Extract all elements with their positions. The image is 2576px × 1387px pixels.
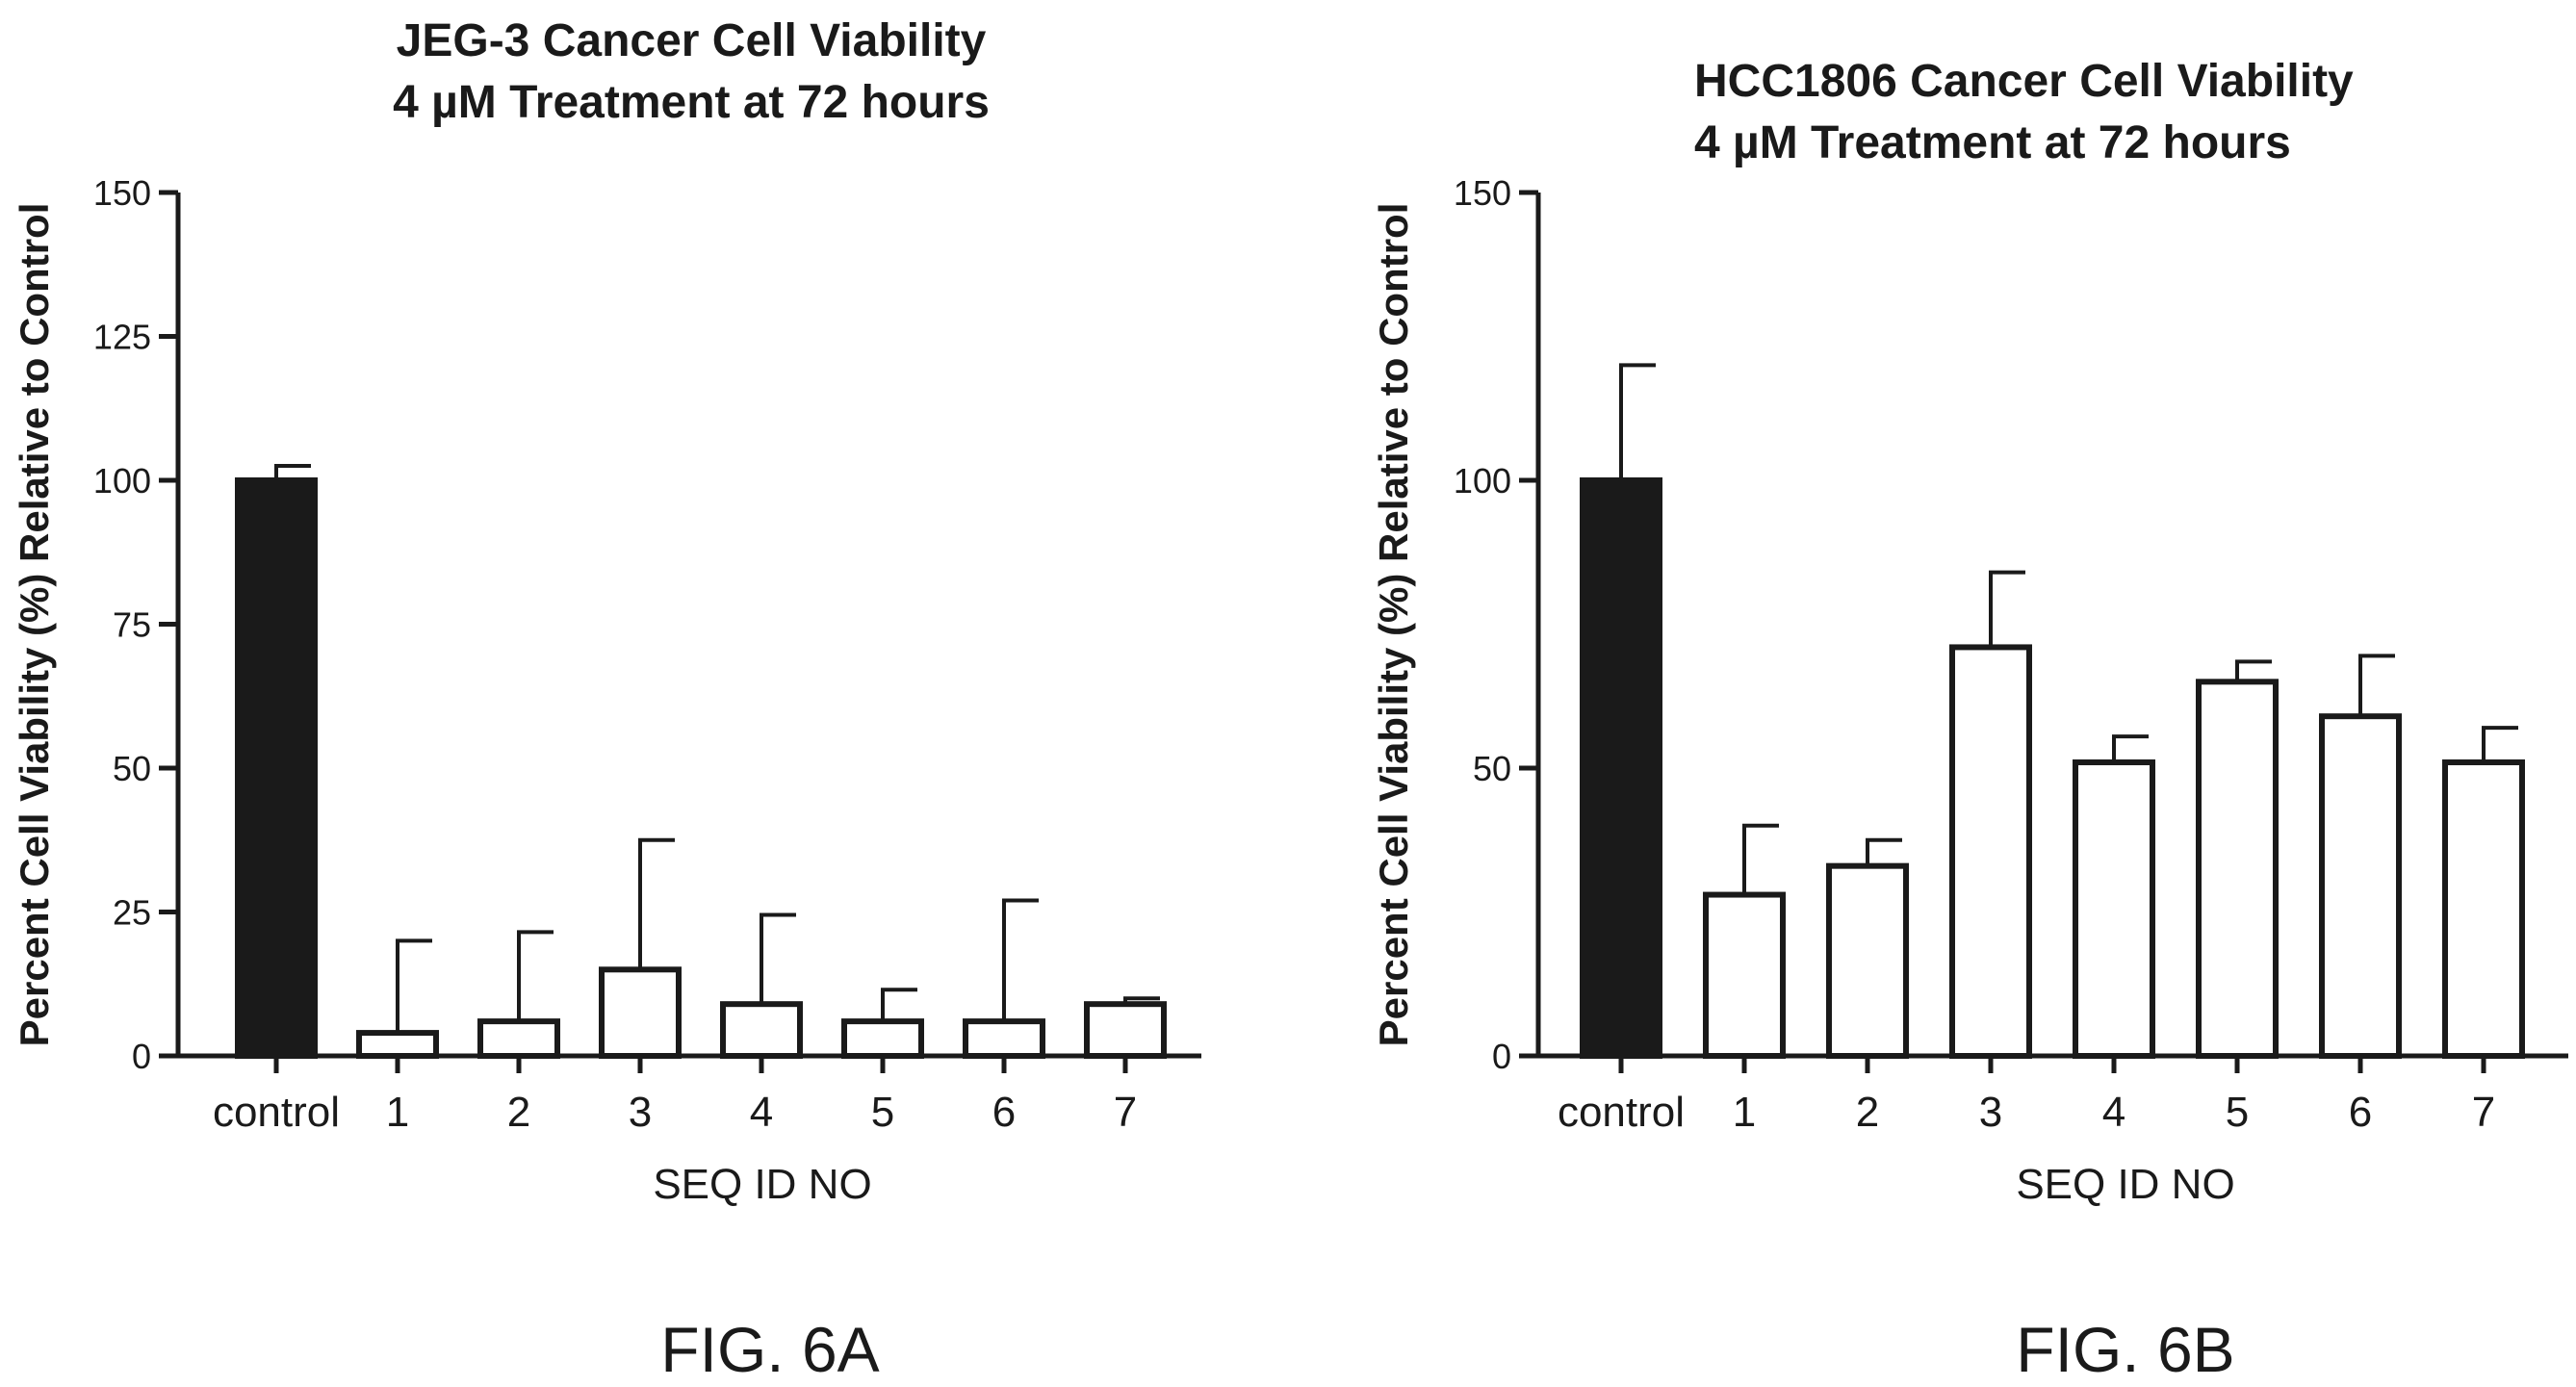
chart-a-y-tick-label-1: 25 [113, 893, 151, 933]
chart-b-title-line-1: HCC1806 Cancer Cell Viability [1694, 56, 2354, 107]
chart-b-figure-label: FIG. 6B [2016, 1314, 2234, 1385]
chart-b-x-tick-label-7: 7 [2472, 1089, 2495, 1136]
chart-a-bar-5 [841, 1018, 924, 1059]
chart-a-title-line-1: JEG-3 Cancer Cell Viability [397, 15, 987, 66]
chart-b-x-axis-label: SEQ ID NO [2016, 1161, 2234, 1208]
chart-b-bar-5 [2196, 679, 2279, 1059]
chart-a-bar-1 [356, 1030, 439, 1059]
chart-a-bar-7 [1084, 1001, 1167, 1060]
chart-a-x-tick-label-4: 4 [750, 1089, 773, 1136]
chart-jeg3: JEG-3 Cancer Cell Viability 4 µM Treatme… [12, 15, 1201, 1385]
chart-a-x-tick-label-3: 3 [629, 1089, 652, 1136]
chart-a-y-tick-label-0: 0 [132, 1037, 151, 1076]
chart-a-y-tick-label-2: 50 [113, 749, 151, 788]
chart-b-title-line-2: 4 µM Treatment at 72 hours [1694, 117, 2291, 168]
chart-a-bar-0 [235, 477, 318, 1059]
chart-b-y-tick-label-2: 100 [1454, 461, 1511, 501]
chart-a-y-tick-label-5: 125 [93, 318, 151, 357]
chart-a-y-axis-label: Percent Cell Viability (%) Relative to C… [12, 203, 57, 1047]
chart-b-y-axis-label: Percent Cell Viability (%) Relative to C… [1371, 203, 1416, 1047]
chart-a-x-tick-label-6: 6 [992, 1089, 1016, 1136]
chart-b-y-tick-label-0: 0 [1492, 1037, 1511, 1076]
chart-b-x-tick-label-5: 5 [2226, 1089, 2249, 1136]
chart-b-bar-3 [1949, 644, 2032, 1059]
chart-b-x-tick-label-2: 2 [1856, 1089, 1879, 1136]
chart-b-x-tick-label-0: control [1558, 1089, 1685, 1136]
chart-a-y-tick-label-3: 75 [113, 605, 151, 645]
chart-a-marks [235, 464, 1167, 1060]
chart-b-bar-6 [2319, 713, 2402, 1059]
chart-b-x-tick-label-3: 3 [1979, 1089, 2002, 1136]
chart-b-x-tick-label-4: 4 [2102, 1089, 2125, 1136]
chart-b-x-tick-label-1: 1 [1733, 1089, 1756, 1136]
chart-a-y-tick-label-4: 100 [93, 461, 151, 501]
chart-b-x-tick-label-6: 6 [2349, 1089, 2372, 1136]
chart-b-bar-4 [2073, 759, 2155, 1060]
chart-b-bar-1 [1703, 891, 1786, 1059]
chart-a-y-tick-label-6: 150 [93, 173, 151, 213]
chart-a-figure-label: FIG. 6A [660, 1314, 879, 1385]
chart-b-y-tick-label-3: 150 [1454, 173, 1511, 213]
chart-a-title-line-2: 4 µM Treatment at 72 hours [393, 77, 990, 128]
chart-a-axes: 0 25 50 75 100 125 150 control 1 2 3 4 5 6 7 [93, 173, 1201, 1136]
chart-hcc1806: HCC1806 Cancer Cell Viability 4 µM Treat… [1371, 56, 2568, 1385]
chart-b-bar-0 [1580, 477, 1662, 1059]
chart-a-bar-3 [599, 966, 682, 1059]
chart-b-y-tick-label-1: 50 [1473, 749, 1511, 788]
chart-a-x-tick-label-7: 7 [1114, 1089, 1137, 1136]
chart-a-x-axis-label: SEQ ID NO [653, 1161, 871, 1208]
chart-b-bar-7 [2442, 759, 2525, 1060]
chart-a-x-tick-label-0: control [213, 1089, 340, 1136]
chart-b-bar-2 [1826, 862, 1909, 1059]
chart-a-bar-6 [963, 1018, 1045, 1059]
chart-a-bar-4 [720, 1001, 803, 1060]
chart-b-marks [1580, 363, 2525, 1060]
chart-a-bar-2 [477, 1018, 560, 1059]
chart-a-x-tick-label-2: 2 [507, 1089, 530, 1136]
chart-a-x-tick-label-5: 5 [871, 1089, 894, 1136]
chart-a-x-tick-label-1: 1 [386, 1089, 409, 1136]
